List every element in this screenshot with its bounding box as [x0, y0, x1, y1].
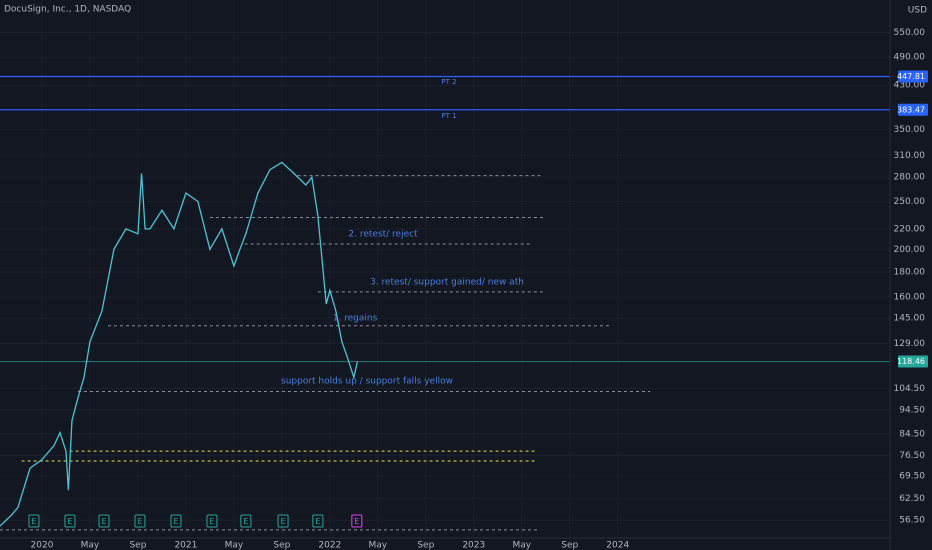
- y-tick-label: 280.00: [894, 173, 926, 183]
- y-tick-label: 490.00: [894, 53, 926, 63]
- x-tick-label: 2024: [606, 541, 629, 550]
- event-marker: [134, 514, 146, 528]
- x-tick-label: 2022: [318, 541, 341, 550]
- event-label: E: [173, 517, 178, 526]
- x-tick-label: May: [369, 541, 388, 550]
- x-tick-label: 2023: [462, 541, 485, 550]
- x-tick-label: Sep: [417, 541, 434, 550]
- y-tick-label: 160.00: [894, 293, 926, 303]
- y-tick-label: 84.50: [899, 429, 925, 439]
- y-tick-label: 104.50: [894, 384, 926, 394]
- event-label: E: [137, 517, 142, 526]
- event-marker: [277, 514, 289, 528]
- y-tick-label: 200.00: [894, 245, 926, 255]
- event-label: E: [315, 517, 320, 526]
- y-tick-label: 180.00: [894, 267, 926, 277]
- y-tick-label: 145.00: [894, 314, 926, 324]
- y-tick-label: 62.50: [899, 494, 925, 504]
- event-marker: [206, 514, 218, 528]
- x-tick-label: May: [81, 541, 100, 550]
- annotation: PT 1: [441, 112, 456, 120]
- event-marker: [351, 514, 363, 528]
- event-marker: [240, 514, 252, 528]
- event-label: E: [209, 517, 214, 526]
- event-label: E: [243, 517, 248, 526]
- price-label-bg: [898, 70, 928, 83]
- y-tick-label: 350.00: [894, 125, 926, 135]
- x-tick-label: May: [225, 541, 244, 550]
- x-tick-label: 2020: [31, 541, 54, 550]
- y-tick-label: 250.00: [894, 197, 926, 207]
- event-label: E: [354, 517, 359, 526]
- x-tick-label: Sep: [561, 541, 578, 550]
- event-label: E: [31, 517, 36, 526]
- y-tick-label: 220.00: [894, 224, 926, 234]
- y-tick-label: 69.50: [899, 471, 925, 481]
- currency: USD: [908, 6, 927, 16]
- annotation: 2. retest/ reject: [348, 230, 418, 240]
- x-tick-label: Sep: [273, 541, 290, 550]
- x-tick-label: 2021: [174, 541, 197, 550]
- event-label: E: [101, 517, 106, 526]
- price-line: [0, 161, 359, 527]
- event-marker: [312, 514, 324, 528]
- price-label: 118.46: [897, 357, 925, 366]
- y-tick-label: 94.50: [899, 405, 925, 415]
- y-tick-label: 56.50: [899, 516, 925, 526]
- event-marker: [28, 514, 40, 528]
- annotation: support holds up / support falls yellow: [281, 377, 453, 387]
- y-tick-label: 430.00: [894, 81, 926, 91]
- y-tick-label: 76.50: [899, 451, 925, 461]
- price-label-bg: [898, 103, 928, 116]
- annotation: PT 2: [441, 78, 456, 86]
- y-tick-label: 310.00: [894, 151, 926, 161]
- x-tick-label: May: [512, 541, 531, 550]
- price-label: 447.81: [897, 72, 925, 81]
- annotation: 3. retest/ support gained/ new ath: [370, 278, 524, 288]
- event-marker: [98, 514, 110, 528]
- price-label: 383.47: [897, 105, 925, 114]
- event-label: E: [281, 517, 286, 526]
- header: DocuSign, Inc., 1D, NASDAQ: [4, 5, 131, 15]
- event-marker: [170, 514, 182, 528]
- event-label: E: [67, 517, 72, 526]
- price-label-bg: [898, 355, 928, 368]
- y-tick-label: 129.00: [894, 339, 926, 349]
- annotation: 1. regains: [333, 314, 378, 324]
- x-tick-label: Sep: [129, 541, 146, 550]
- y-tick-label: 550.00: [894, 28, 926, 38]
- event-marker: [64, 514, 76, 528]
